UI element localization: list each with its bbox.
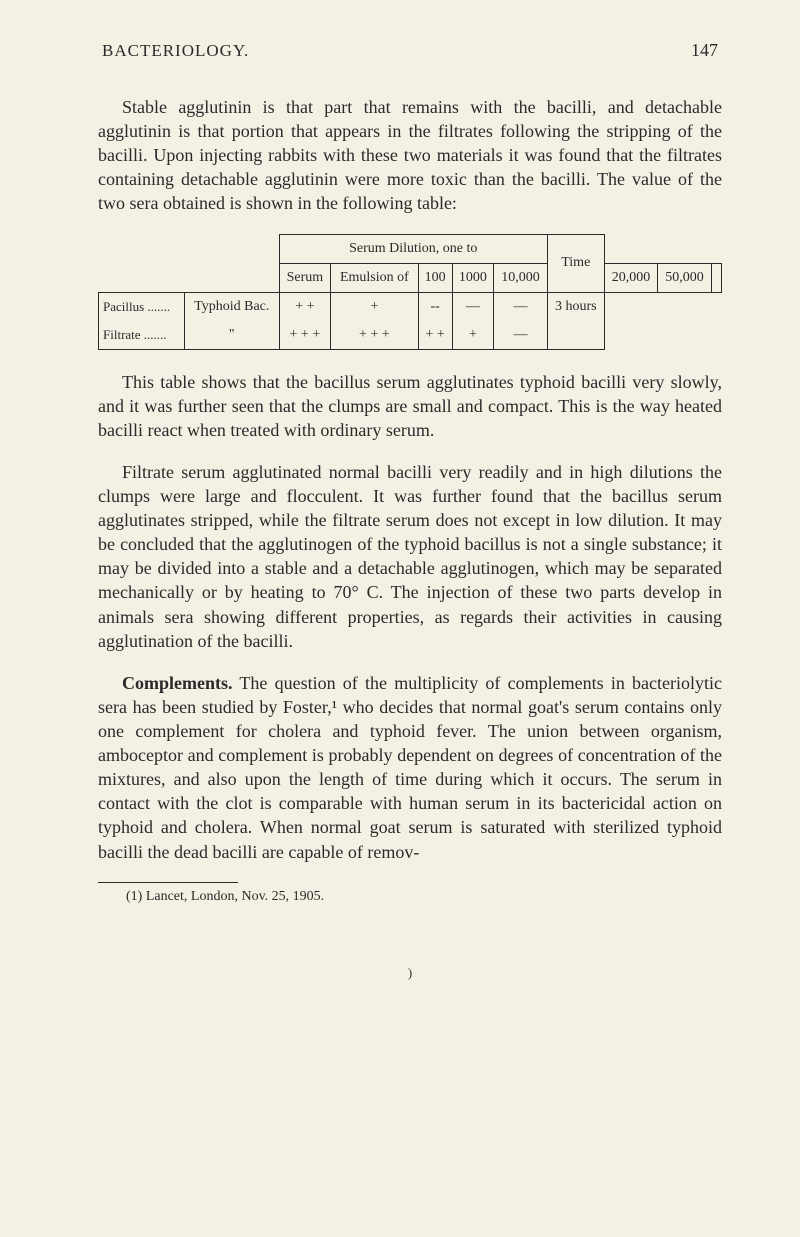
dilution-2: 10,000 xyxy=(494,263,548,292)
table-row: Filtrate ....... " + + + + + + + + + — xyxy=(99,321,722,350)
section-title: Complements. xyxy=(122,673,233,693)
row-emulsion: Typhoid Bac. xyxy=(184,292,279,321)
dilution-4: 50,000 xyxy=(658,263,712,292)
cell: + xyxy=(331,292,419,321)
paragraph-3: Filtrate serum agglutinated normal bacil… xyxy=(98,460,722,653)
table-row: Pacillus ....... Typhoid Bac. + + + -- —… xyxy=(99,292,722,321)
cell: -- xyxy=(418,292,452,321)
cell: + xyxy=(452,321,494,350)
dilution-1: 1000 xyxy=(452,263,494,292)
cell: — xyxy=(452,292,494,321)
cell: + + + xyxy=(331,321,419,350)
dilution-3: 20,000 xyxy=(604,263,658,292)
header-title: BACTERIOLOGY. xyxy=(102,41,249,61)
cell: + + xyxy=(279,292,330,321)
paragraph-4-text: The question of the multiplicity of comp… xyxy=(98,673,722,862)
row-time: 3 hours xyxy=(547,292,604,321)
row-serum: Pacillus ....... xyxy=(99,292,185,321)
footnote: (1) Lancet, London, Nov. 25, 1905. xyxy=(98,889,722,905)
footnote-divider xyxy=(98,882,238,883)
serum-dilution-table: Serum Dilution, one to Time Serum Emulsi… xyxy=(98,234,722,350)
dilution-0: 100 xyxy=(418,263,452,292)
cell: + + + xyxy=(279,321,330,350)
cell: — xyxy=(494,321,548,350)
page-header: BACTERIOLOGY. 147 xyxy=(98,40,722,61)
row-time xyxy=(547,321,604,350)
cell: + + xyxy=(418,321,452,350)
cell: — xyxy=(494,292,548,321)
bottom-mark: ) xyxy=(98,965,722,981)
row-emulsion: " xyxy=(184,321,279,350)
paragraph-4: Complements. The question of the multipl… xyxy=(98,671,722,864)
paragraph-2: This table shows that the bacillus serum… xyxy=(98,370,722,442)
col-serum: Serum xyxy=(279,263,330,292)
col-emulsion: Emulsion of xyxy=(331,263,419,292)
table-time-header: Time xyxy=(547,234,604,292)
page-number: 147 xyxy=(691,40,718,61)
table-super-header: Serum Dilution, one to xyxy=(279,234,547,263)
paragraph-1: Stable agglutinin is that part that rema… xyxy=(98,95,722,216)
row-serum: Filtrate ....... xyxy=(99,321,185,350)
